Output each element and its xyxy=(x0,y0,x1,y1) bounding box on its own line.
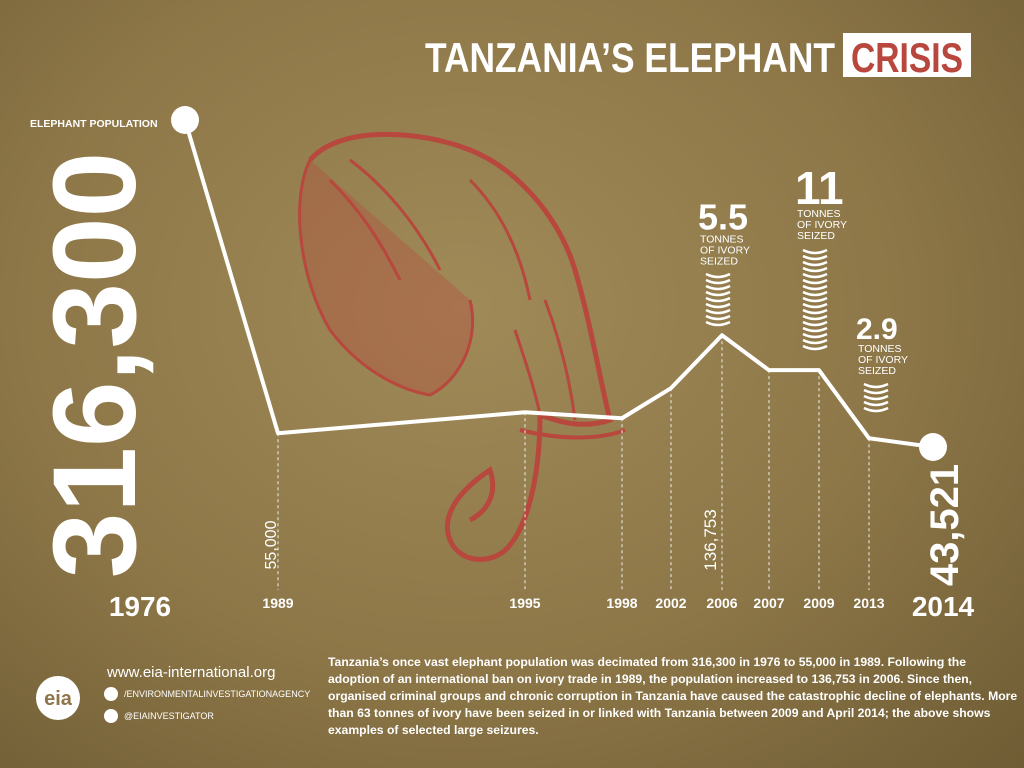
ivory-ring xyxy=(802,332,828,339)
facebook: /ENVIRONMENTALINVESTIGATIONAGENCY xyxy=(124,689,310,699)
ivory-ring xyxy=(705,284,731,291)
logo-text: eia xyxy=(44,688,73,710)
annotation-text: TONNES xyxy=(858,343,902,355)
x-tick-label: 1995 xyxy=(509,595,540,611)
value-label: 43,521 xyxy=(923,464,967,586)
ivory-ring xyxy=(705,308,731,315)
annotation-text: TONNES xyxy=(700,234,744,246)
ivory-ring xyxy=(802,314,828,321)
value-label: 55,000 xyxy=(263,520,280,569)
y-label: ELEPHANT POPULATION xyxy=(30,118,158,130)
annotation-value: 5.5 xyxy=(698,197,748,238)
end-point xyxy=(171,106,199,134)
annotation-text: SEIZED xyxy=(797,230,835,242)
ivory-ring xyxy=(863,382,889,389)
ivory-ring xyxy=(705,278,731,285)
ivory-ring xyxy=(802,278,828,285)
value-label: 136,753 xyxy=(701,509,720,570)
annotation-text: OF IVORY xyxy=(700,245,750,257)
description: Tanzania’s once vast elephant population… xyxy=(328,655,1018,737)
eia-logo: eia xyxy=(36,676,118,723)
x-tick-label: 1998 xyxy=(606,595,637,611)
x-tick-label: 2009 xyxy=(803,595,834,611)
ivory-ring xyxy=(802,284,828,291)
ivory-ring xyxy=(802,254,828,261)
ivory-ring xyxy=(863,394,889,401)
ivory-ring xyxy=(705,320,731,327)
ivory-ring xyxy=(802,296,828,303)
ivory-ring xyxy=(802,290,828,297)
x-tick-label: 2006 xyxy=(706,595,737,611)
ivory-ring xyxy=(802,248,828,255)
ivory-ring xyxy=(802,338,828,345)
website: www.eia-international.org xyxy=(106,664,275,681)
annotation-text: SEIZED xyxy=(700,256,738,268)
annotation-text: OF IVORY xyxy=(797,219,847,231)
ivory-ring xyxy=(863,400,889,407)
twitter: @EIAINVESTIGATOR xyxy=(124,711,214,721)
ivory-ring xyxy=(705,302,731,309)
ivory-ring xyxy=(802,320,828,327)
x-tick-label: 2014 xyxy=(912,591,975,622)
ivory-ring xyxy=(802,344,828,351)
title-highlight: CRISIS xyxy=(851,34,963,81)
title-highlight-box xyxy=(843,33,971,77)
annotation-text: TONNES xyxy=(797,208,841,220)
ivory-ring xyxy=(802,260,828,267)
ivory-ring xyxy=(705,290,731,297)
annotation-value: 2.9 xyxy=(856,313,898,346)
end-point xyxy=(919,433,947,461)
ivory-ring xyxy=(802,308,828,315)
ivory-ring xyxy=(802,272,828,279)
ivory-stack xyxy=(802,248,828,351)
ivory-ring xyxy=(802,326,828,333)
value-label: 316,300 xyxy=(29,152,161,579)
ivory-ring xyxy=(863,406,889,413)
title: TANZANIA’S ELEPHANT xyxy=(425,34,835,81)
x-tick-label: 2013 xyxy=(853,595,884,611)
elephant-illustration xyxy=(298,131,626,562)
x-tick-label: 2002 xyxy=(655,595,686,611)
annotation-text: SEIZED xyxy=(858,365,896,377)
population-line xyxy=(183,119,934,449)
ivory-stack xyxy=(705,272,731,327)
x-tick-label: 1976 xyxy=(109,591,171,622)
annotation-text: OF IVORY xyxy=(858,354,908,366)
x-tick-label: 1989 xyxy=(262,595,293,611)
annotation-value: 11 xyxy=(795,162,844,214)
ivory-stack xyxy=(863,382,889,413)
ivory-ring xyxy=(802,302,828,309)
ivory-ring xyxy=(705,296,731,303)
ivory-ring xyxy=(705,314,731,321)
ivory-ring xyxy=(802,266,828,273)
ivory-ring xyxy=(863,388,889,395)
x-tick-label: 2007 xyxy=(753,595,784,611)
ivory-ring xyxy=(705,272,731,279)
